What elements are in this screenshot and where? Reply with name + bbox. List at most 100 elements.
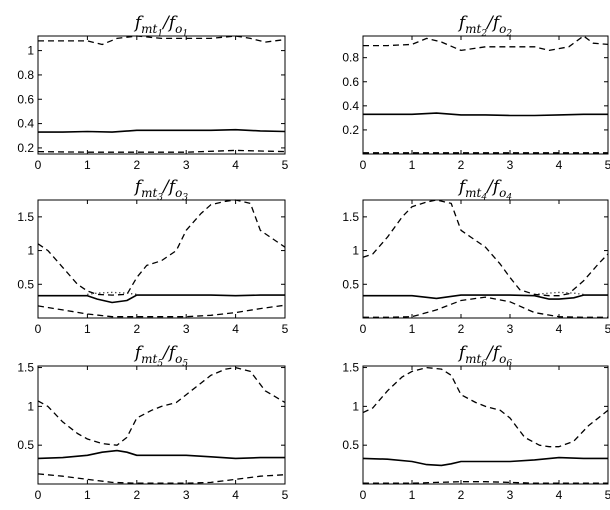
x-tick-label: 3 (507, 322, 514, 336)
subplot-title: fmt1/fo1 (133, 13, 188, 39)
y-tick-label: 1.5 (17, 361, 34, 375)
series-line-dashed (363, 35, 609, 52)
y-tick-label: 0.8 (17, 68, 34, 82)
y-tick-label: 1 (352, 399, 359, 413)
series-line-solid (362, 456, 608, 467)
y-tick-label: 1 (27, 244, 34, 258)
title-part: f (457, 343, 468, 363)
x-tick-label: 2 (133, 488, 140, 502)
x-tick-label: 4 (232, 158, 239, 172)
x-tick-label: 3 (507, 158, 514, 172)
y-tick-label: 1 (352, 244, 359, 258)
y-tick-label: 0.2 (17, 141, 34, 155)
series-line-dashed (362, 199, 609, 297)
subplot-title: fmt4/fo4 (457, 177, 513, 203)
plot-frame (362, 35, 609, 155)
y-tick-label: 0.8 (342, 51, 359, 65)
x-tick-label: 5 (282, 322, 289, 336)
title-part: f (457, 177, 468, 197)
x-tick-label: 4 (556, 158, 563, 172)
title-part: /f (161, 177, 178, 197)
series-line-dashed (363, 296, 608, 318)
series-line-dashed (362, 366, 609, 448)
x-tick-label: 4 (556, 488, 563, 502)
subplot-title: fmt3/fo3 (133, 177, 189, 203)
plot-frame (362, 365, 609, 485)
series-line-solid (37, 449, 285, 460)
title-part: o (175, 186, 182, 200)
title-part: o (499, 22, 506, 36)
title-part: 6 (481, 359, 487, 369)
y-tick-label: 1.5 (17, 210, 34, 224)
title-part: 5 (157, 359, 163, 369)
title-part: /f (161, 13, 178, 33)
plot-frame (37, 35, 286, 155)
y-tick-label: 1 (27, 44, 34, 58)
y-tick-label: 0.6 (17, 92, 34, 106)
x-tick-label: 1 (409, 322, 416, 336)
x-tick-label: 1 (84, 488, 91, 502)
x-tick-label: 0 (360, 158, 367, 172)
title-part: 5 (182, 359, 188, 369)
title-part: mt (465, 186, 481, 200)
title-part: /f (485, 343, 502, 363)
x-tick-label: 0 (35, 322, 42, 336)
y-tick-label: 0.5 (17, 438, 34, 452)
x-tick-label: 3 (183, 158, 190, 172)
x-tick-label: 5 (605, 488, 610, 502)
x-tick-label: 2 (458, 488, 465, 502)
x-tick-label: 0 (360, 322, 367, 336)
title-part: mt (465, 22, 481, 36)
y-tick-label: 1 (27, 399, 34, 413)
title-part: mt (141, 186, 157, 200)
x-tick-label: 5 (282, 158, 289, 172)
y-tick-label: 1.5 (342, 361, 359, 375)
series-line-dashed (363, 481, 608, 484)
title-part: 4 (480, 193, 487, 203)
subplot-title: fmt6/fo6 (457, 343, 513, 369)
title-part: f (133, 343, 144, 363)
title-part: 4 (505, 193, 512, 203)
series-line-solid (363, 294, 608, 300)
x-tick-label: 1 (409, 488, 416, 502)
x-tick-label: 4 (556, 322, 563, 336)
x-tick-label: 5 (282, 488, 289, 502)
title-part: mt (465, 352, 481, 366)
title-part: f (133, 13, 144, 33)
y-tick-label: 0.4 (342, 99, 359, 113)
series-line-dashed (37, 473, 286, 484)
title-part: o (175, 352, 182, 366)
series-line-dashed (38, 35, 286, 46)
x-tick-label: 2 (133, 322, 140, 336)
title-part: 3 (182, 193, 188, 203)
x-tick-label: 2 (133, 158, 140, 172)
y-tick-label: 0.6 (342, 75, 359, 89)
title-part: /f (161, 343, 178, 363)
title-part: mt (141, 22, 157, 36)
x-tick-label: 3 (183, 488, 190, 502)
series-line-dashed (37, 199, 286, 296)
series-line-solid (38, 294, 285, 304)
series-line-dashed (37, 304, 286, 318)
title-part: 2 (505, 29, 512, 39)
title-part: mt (141, 352, 157, 366)
title-part: f (133, 177, 144, 197)
y-tick-label: 0.2 (342, 123, 359, 137)
subplot-title: fmt5/fo5 (133, 343, 189, 369)
title-part: 3 (157, 193, 163, 203)
x-tick-label: 2 (458, 322, 465, 336)
plot-frame (37, 365, 286, 485)
x-tick-label: 0 (360, 488, 367, 502)
x-tick-label: 2 (458, 158, 465, 172)
title-part: o (499, 352, 506, 366)
series-line-dotted (87, 291, 137, 296)
title-part: 1 (182, 29, 188, 39)
x-tick-label: 4 (232, 488, 239, 502)
series-line-solid (363, 112, 608, 117)
